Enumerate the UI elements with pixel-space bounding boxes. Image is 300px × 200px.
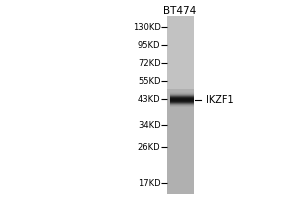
Bar (169, 103, 194, 104)
Bar (169, 96, 194, 97)
Bar (169, 104, 194, 105)
Text: 43KD: 43KD (138, 95, 160, 104)
Text: 72KD: 72KD (138, 58, 160, 68)
Bar (167, 16, 194, 88)
Text: BT474: BT474 (164, 6, 196, 16)
Bar (169, 94, 194, 95)
Bar (169, 106, 194, 107)
Bar (169, 101, 194, 102)
Bar (167, 16, 194, 194)
Bar (169, 93, 194, 94)
Bar (169, 99, 194, 100)
Text: 17KD: 17KD (138, 178, 160, 188)
Bar (169, 105, 194, 106)
Bar (169, 100, 194, 101)
Bar (169, 94, 194, 95)
Bar (169, 97, 194, 98)
Bar (169, 95, 194, 96)
Text: 26KD: 26KD (138, 142, 160, 152)
Text: IKZF1: IKZF1 (206, 95, 233, 105)
Text: 130KD: 130KD (133, 22, 160, 31)
Bar (169, 102, 194, 103)
Bar (169, 104, 194, 105)
Bar (169, 103, 194, 104)
Bar (169, 101, 194, 102)
Bar (169, 100, 194, 101)
Bar (169, 92, 194, 93)
Bar (169, 102, 194, 103)
Bar (169, 95, 194, 96)
Bar (169, 105, 194, 106)
Bar (169, 93, 194, 94)
Bar (169, 98, 194, 99)
Bar (169, 97, 194, 98)
Bar (169, 96, 194, 97)
Bar (169, 106, 194, 107)
Text: 55KD: 55KD (138, 76, 160, 86)
Bar (169, 98, 194, 99)
Bar (169, 99, 194, 100)
Text: 95KD: 95KD (138, 40, 160, 49)
Bar (169, 92, 194, 93)
Text: 34KD: 34KD (138, 120, 160, 130)
